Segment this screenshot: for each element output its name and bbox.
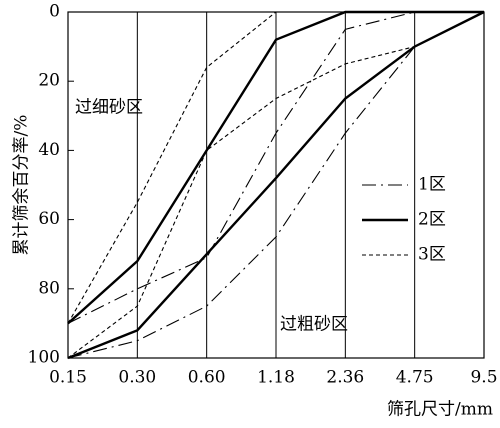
legend-label: 3区	[418, 245, 446, 265]
y-tick-label: 20	[38, 71, 60, 91]
grading-line	[67, 11, 485, 359]
y-tick-label: 60	[38, 209, 60, 229]
legend-label: 2区	[418, 210, 446, 230]
legend-label: 1区	[418, 175, 446, 195]
x-axis-title: 筛孔尺寸/mm	[387, 400, 493, 420]
y-tick-label: 0	[49, 2, 60, 22]
x-tick-label: 4.75	[396, 368, 434, 388]
x-tick-label: 2.36	[326, 368, 364, 388]
y-axis-title: 累计筛余百分率/%	[12, 115, 32, 256]
grading-line	[67, 11, 485, 359]
y-tick-label: 100	[28, 348, 60, 368]
grading-line	[67, 11, 484, 324]
x-tick-label: 9.5	[470, 368, 497, 388]
annotation: 过粗砂区	[280, 315, 348, 335]
x-tick-label: 0.15	[49, 368, 87, 388]
annotation: 过细砂区	[75, 98, 143, 118]
x-tick-label: 1.18	[257, 368, 295, 388]
y-tick-label: 80	[38, 278, 60, 298]
y-tick-label: 40	[38, 140, 60, 160]
grading-line	[67, 11, 484, 324]
x-tick-label: 0.60	[188, 368, 226, 388]
x-tick-label: 0.30	[118, 368, 156, 388]
